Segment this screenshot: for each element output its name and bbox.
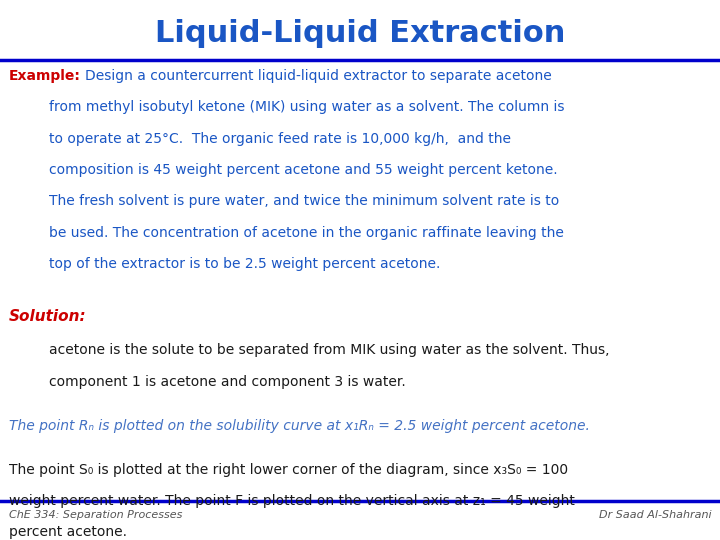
- Text: composition is 45 weight percent acetone and 55 weight percent ketone.: composition is 45 weight percent acetone…: [49, 163, 557, 177]
- Text: Design a countercurrent liquid-liquid extractor to separate acetone: Design a countercurrent liquid-liquid ex…: [85, 69, 552, 83]
- Text: be used. The concentration of acetone in the organic raffinate leaving the: be used. The concentration of acetone in…: [49, 226, 564, 240]
- Text: The fresh solvent is pure water, and twice the minimum solvent rate is to: The fresh solvent is pure water, and twi…: [49, 194, 559, 208]
- Text: to operate at 25°C.  The organic feed rate is 10,000 kg/h,  and the: to operate at 25°C. The organic feed rat…: [49, 132, 511, 146]
- Text: weight percent water. The point F is plotted on the vertical axis at z₁ = 45 wei: weight percent water. The point F is plo…: [9, 494, 575, 508]
- Text: percent acetone.: percent acetone.: [9, 525, 127, 539]
- Text: Dr Saad Al-Shahrani: Dr Saad Al-Shahrani: [599, 510, 711, 521]
- Text: Solution:: Solution:: [9, 309, 86, 324]
- Text: component 1 is acetone and component 3 is water.: component 1 is acetone and component 3 i…: [49, 375, 405, 389]
- Text: acetone is the solute to be separated from MIK using water as the solvent. Thus,: acetone is the solute to be separated fr…: [49, 343, 609, 357]
- Text: from methyl isobutyl ketone (MIK) using water as a solvent. The column is: from methyl isobutyl ketone (MIK) using …: [49, 100, 564, 114]
- Text: ChE 334: Separation Processes: ChE 334: Separation Processes: [9, 510, 182, 521]
- Text: top of the extractor is to be 2.5 weight percent acetone.: top of the extractor is to be 2.5 weight…: [49, 257, 441, 271]
- Text: Liquid-Liquid Extraction: Liquid-Liquid Extraction: [155, 19, 565, 48]
- Text: The point S₀ is plotted at the right lower corner of the diagram, since x₃S₀ = 1: The point S₀ is plotted at the right low…: [9, 463, 568, 477]
- Text: The point Rₙ is plotted on the solubility curve at x₁Rₙ = 2.5 weight percent ace: The point Rₙ is plotted on the solubilit…: [9, 420, 590, 434]
- Text: Example:: Example:: [9, 69, 81, 83]
